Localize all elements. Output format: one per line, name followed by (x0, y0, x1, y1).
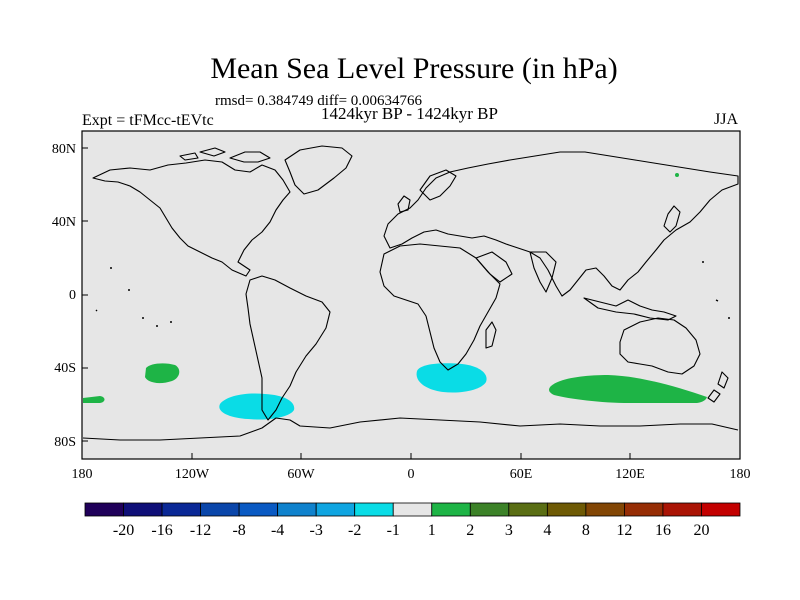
colorbar-label-0: -20 (113, 522, 134, 539)
colorbar-swatch-15 (662, 502, 702, 517)
colorbar-label-3: -8 (232, 522, 245, 539)
colorbar-swatch-4 (238, 502, 279, 517)
colorbar-label-8: 1 (428, 522, 436, 539)
experiment-label: Expt = tFMcc-tEVtc (82, 112, 214, 129)
lat-label-40n: 40N (52, 215, 76, 230)
colorbar-label-14: 16 (655, 522, 671, 539)
coast-pacific-islands (95, 261, 730, 327)
lon-label-120w: 120W (175, 467, 210, 482)
coast-antarctica (82, 417, 739, 441)
colorbar-swatch-8 (392, 502, 433, 517)
colorbar-swatch-7 (354, 502, 394, 517)
colorbar-swatch-16 (701, 502, 741, 517)
anomaly-drake-passage-cyan (219, 393, 295, 420)
coast-australia (619, 317, 701, 375)
coast-arctic-islands (179, 147, 271, 163)
coast-japan (663, 205, 681, 233)
colorbar-swatch-2 (161, 502, 201, 517)
lat-label-40s: 40S (54, 361, 76, 376)
lon-label-180e: 180 (730, 467, 751, 482)
lon-label-60e: 60E (510, 467, 533, 482)
coast-india (529, 251, 557, 293)
coast-eurasia (383, 151, 739, 297)
colorbar-label-10: 3 (505, 522, 513, 539)
colorbar-label-15: 20 (693, 522, 709, 539)
coast-north-america (92, 159, 291, 277)
lat-label-equator: 0 (69, 288, 76, 303)
colorbar-label-1: -16 (151, 522, 172, 539)
colorbar (84, 502, 741, 517)
lat-label-80n: 80N (52, 142, 76, 157)
map-background (82, 131, 740, 459)
coast-british-isles (397, 195, 411, 213)
map-title: Mean Sea Level Pressure (in hPa) (210, 52, 618, 85)
colorbar-swatch-14 (624, 502, 664, 517)
axis-ticks (81, 147, 741, 459)
coast-south-america (245, 275, 331, 421)
colorbar-label-13: 12 (616, 522, 632, 539)
coast-africa (379, 243, 501, 371)
season-label: JJA (714, 111, 739, 128)
colorbar-swatch-10 (469, 502, 510, 517)
colorbar-swatch-6 (315, 502, 356, 517)
colorbar-labels: -20 -16 -12 -8 -4 -3 -2 -1 1 2 3 4 8 12 16 20 (113, 522, 710, 539)
stats-line: rmsd= 0.384749 diff= 0.00634766 (215, 93, 423, 109)
colorbar-swatch-1 (123, 502, 163, 517)
colorbar-label-7: -1 (387, 522, 400, 539)
coast-scandinavia (419, 169, 457, 201)
lon-label-120e: 120E (615, 467, 645, 482)
coast-greenland (284, 145, 353, 195)
coast-indonesia (583, 297, 677, 321)
colorbar-label-6: -2 (348, 522, 361, 539)
coastlines (82, 145, 739, 441)
colorbar-swatch-5 (277, 502, 317, 517)
colorbar-label-5: -3 (310, 522, 323, 539)
anomaly-indian-ocean-green (549, 375, 707, 403)
lon-label-180w: 180 (72, 467, 93, 482)
anomaly-south-atlantic-cyan (416, 363, 487, 393)
colorbar-label-12: 8 (582, 522, 590, 539)
lon-label-0: 0 (408, 467, 415, 482)
colorbar-label-4: -4 (271, 522, 284, 539)
anomaly-south-pacific-green (145, 363, 180, 384)
anomaly-layer (83, 173, 707, 420)
lat-label-80s: 80S (54, 435, 76, 450)
colorbar-label-2: -12 (190, 522, 211, 539)
colorbar-swatch-11 (508, 502, 548, 517)
colorbar-label-11: 4 (543, 522, 551, 539)
coast-arabia (475, 251, 513, 283)
colorbar-swatch-0 (84, 502, 124, 517)
coast-madagascar (485, 321, 497, 349)
colorbar-swatch-3 (200, 502, 240, 517)
colorbar-swatch-12 (546, 502, 587, 517)
colorbar-swatch-13 (585, 502, 625, 517)
anomaly-arctic-dot-green (675, 173, 679, 177)
colorbar-label-9: 2 (466, 522, 474, 539)
lon-label-60w: 60W (287, 467, 315, 482)
coast-new-zealand (707, 371, 729, 403)
anomaly-pacific-edge-green (83, 396, 105, 403)
period-line: 1424kyr BP - 1424kyr BP (321, 104, 498, 123)
colorbar-swatch-9 (431, 502, 471, 517)
